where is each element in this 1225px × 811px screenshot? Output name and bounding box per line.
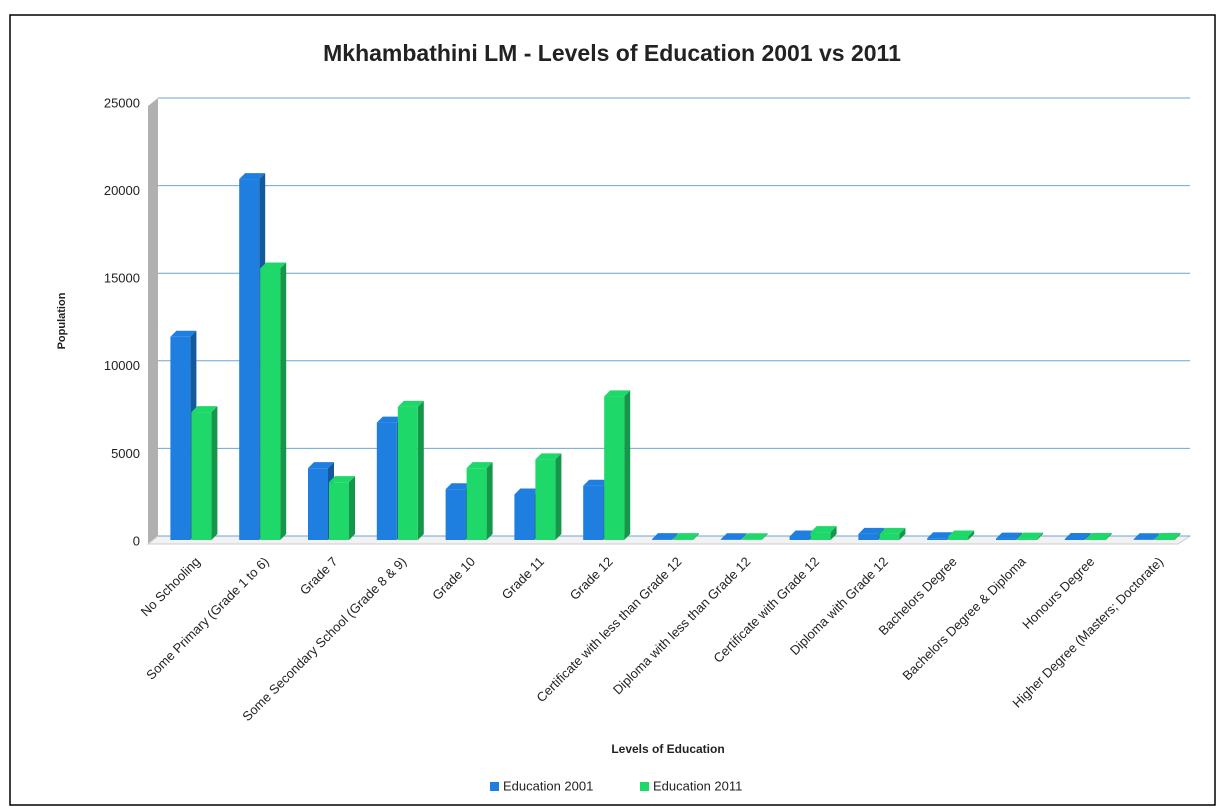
bar — [445, 489, 466, 540]
legend-swatch — [640, 782, 649, 791]
bar-side — [672, 533, 678, 540]
y-tick-label: 15000 — [104, 271, 140, 286]
bar-top — [720, 533, 747, 540]
bar — [652, 539, 672, 540]
bar-top — [927, 532, 954, 539]
bar-side — [624, 390, 631, 540]
bar-top — [535, 453, 562, 460]
bar-top — [789, 530, 816, 537]
bar — [789, 536, 810, 540]
bar — [535, 459, 556, 540]
y-tick-label: 5000 — [111, 446, 140, 461]
y-tick-label: 25000 — [104, 95, 140, 110]
x-axis-label: Levels of Education — [611, 742, 724, 756]
bar — [1154, 538, 1175, 540]
bar-side — [761, 533, 768, 540]
bar — [673, 539, 693, 540]
y-tick-label: 20000 — [104, 183, 140, 198]
bar-side — [555, 453, 562, 540]
bar-side — [693, 533, 699, 540]
bar-side — [968, 530, 975, 540]
bar-side — [1037, 532, 1043, 540]
bar — [604, 396, 625, 540]
bar — [810, 532, 831, 540]
bar-top — [329, 476, 355, 483]
bar-side — [1153, 533, 1160, 540]
bar-side — [486, 462, 493, 540]
bar — [260, 268, 281, 540]
bar-top — [741, 533, 768, 540]
bar — [1133, 539, 1154, 540]
bar-top — [652, 533, 678, 540]
bar-top — [879, 527, 906, 534]
bar-top — [1154, 532, 1181, 539]
bar — [720, 539, 741, 540]
bar-side — [899, 527, 906, 540]
bar-top — [858, 527, 885, 534]
bar-top — [260, 262, 287, 269]
bar — [239, 179, 260, 540]
bar-top — [191, 406, 218, 413]
bar-top — [308, 462, 334, 469]
bar — [466, 468, 487, 540]
bar-top — [673, 533, 699, 540]
bar-side — [417, 400, 424, 540]
bar-top — [1064, 532, 1091, 539]
bar-top — [466, 462, 493, 469]
bar-top — [514, 488, 541, 495]
legend-label: Education 2001 — [503, 778, 593, 793]
y-axis-label: Population — [56, 292, 68, 349]
bar — [170, 336, 191, 540]
bar — [329, 482, 349, 540]
bar-top — [1085, 532, 1112, 539]
bar-top — [397, 400, 424, 407]
bar-top — [810, 526, 837, 533]
bar-top — [604, 390, 631, 397]
bar — [1085, 538, 1106, 540]
chart-title: Mkhambathini LM - Levels of Education 20… — [323, 40, 901, 66]
bar-side — [280, 262, 287, 540]
legend-swatch — [490, 782, 499, 791]
side-wall — [148, 98, 158, 544]
bar-side — [349, 476, 355, 540]
bar — [308, 468, 328, 540]
bar-side — [1084, 532, 1091, 540]
bar — [397, 406, 418, 540]
bar-top — [376, 416, 403, 423]
bar-side — [740, 533, 747, 540]
bar — [927, 538, 948, 540]
bar — [741, 539, 762, 540]
bar-top — [948, 530, 975, 537]
bar — [858, 533, 879, 540]
bar-side — [1174, 532, 1181, 540]
bar-side — [830, 526, 837, 540]
bar — [1064, 538, 1085, 540]
bar-side — [1105, 532, 1112, 540]
bar-top — [170, 330, 197, 337]
bar — [948, 536, 969, 540]
bar — [514, 494, 535, 540]
y-tick-label: 0 — [133, 533, 140, 548]
bar — [191, 412, 212, 540]
bar-top — [445, 483, 472, 490]
bar-top — [1133, 533, 1160, 540]
bar — [583, 485, 604, 540]
bar-top — [583, 479, 610, 486]
bar — [1017, 538, 1037, 540]
y-tick-label: 10000 — [104, 358, 140, 373]
bar-side — [211, 406, 218, 540]
bar-top — [239, 173, 266, 180]
bar — [376, 422, 397, 540]
bar — [996, 538, 1016, 540]
legend-label: Education 2011 — [653, 778, 742, 793]
bar — [879, 533, 900, 540]
bar-top — [1017, 532, 1043, 539]
bar-top — [996, 532, 1022, 539]
